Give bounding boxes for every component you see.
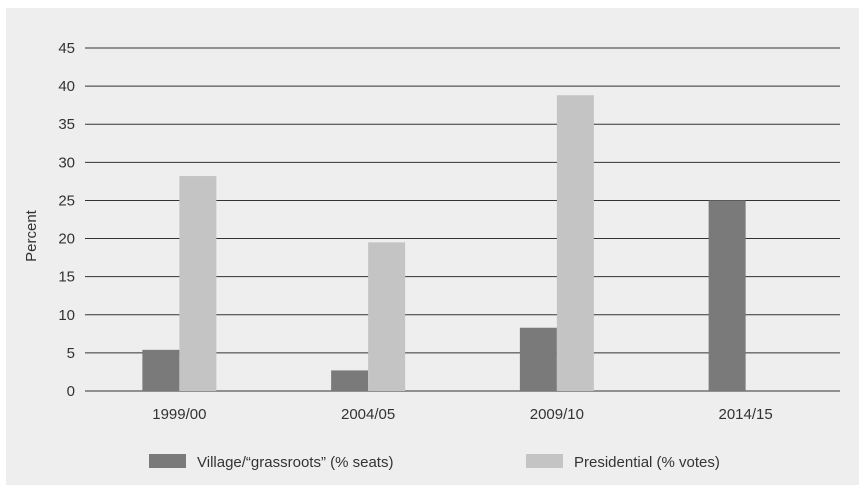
legend-swatch-presidential [526,454,563,468]
x-tick-label: 2009/10 [530,406,584,423]
bar-presidential-1 [368,242,406,391]
y-tick-label: 0 [67,383,75,400]
legend-label-presidential: Presidential (% votes) [574,454,720,471]
y-tick-label: 25 [58,192,75,209]
x-tick-label: 2004/05 [341,406,395,423]
bar-village-3 [708,200,746,391]
y-tick-label: 30 [58,154,75,171]
x-tick-label: 2014/15 [719,406,773,423]
bar-presidential-2 [556,95,594,391]
x-tick-label: 1999/00 [152,406,206,423]
bar-village-1 [331,370,369,391]
y-tick-label: 5 [67,345,75,362]
y-tick-label: 20 [58,231,75,248]
legend-swatch-village [149,454,186,468]
y-axis-label: Percent [23,209,40,262]
legend: Village/“grassroots” (% seats) President… [149,454,720,471]
y-tick-label: 45 [58,40,75,57]
bar-presidential-0 [179,176,217,391]
y-tick-label: 15 [58,269,75,286]
y-tick-labels: 0 5 10 15 20 25 30 35 40 45 [58,40,75,400]
bar-village-2 [519,327,557,391]
bar-village-0 [142,349,180,391]
legend-label-village: Village/“grassroots” (% seats) [197,454,393,471]
y-tick-label: 40 [58,78,75,95]
x-tick-labels: 1999/00 2004/05 2009/10 2014/15 [152,406,772,423]
y-tick-label: 35 [58,116,75,133]
bars [142,95,746,391]
y-tick-label: 10 [58,307,75,324]
